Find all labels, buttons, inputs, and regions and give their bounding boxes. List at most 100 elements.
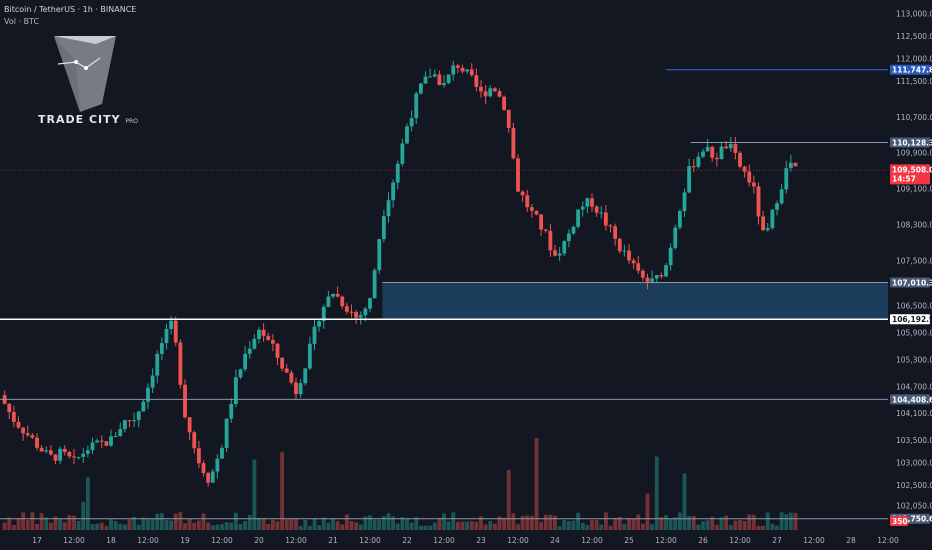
candle-body bbox=[557, 253, 562, 256]
candle-body bbox=[405, 126, 409, 144]
level-badge-label: 104,408.68 bbox=[892, 395, 932, 404]
candle-body bbox=[631, 260, 636, 264]
price-badges: 111,747.80 110,128.37 107,010.33 106,192.90… bbox=[890, 64, 932, 526]
volume-bar bbox=[733, 520, 738, 530]
candle-body bbox=[677, 211, 682, 228]
volume-bar bbox=[354, 522, 359, 530]
candle-body bbox=[210, 471, 215, 483]
candle-body bbox=[233, 377, 238, 405]
volume-indicator-label[interactable]: Vol · BTC bbox=[4, 17, 40, 26]
volume-bar bbox=[159, 513, 164, 530]
time-axis[interactable]: 17 12:00 18 12:00 19 12:00 20 12:00 21 12:00 22 12:… bbox=[32, 536, 899, 545]
volume-bar bbox=[409, 522, 414, 530]
candle-body bbox=[53, 454, 58, 461]
candle-body bbox=[465, 69, 470, 72]
candle-body bbox=[39, 447, 44, 452]
x-tick-label: 12:00 bbox=[359, 536, 381, 545]
candle-body bbox=[488, 88, 493, 97]
candle-body bbox=[317, 321, 322, 327]
candle-body bbox=[220, 447, 224, 459]
x-tick-label: 20 bbox=[254, 536, 264, 545]
volume-bar bbox=[400, 517, 405, 530]
volume-bar bbox=[247, 514, 252, 530]
x-tick-label: 22 bbox=[402, 536, 412, 545]
volume-bar bbox=[381, 516, 386, 530]
candle-body bbox=[67, 451, 72, 457]
candle-body bbox=[446, 74, 451, 84]
symbol-title[interactable]: Bitcoin / TetherUS · 1h · BINANCE bbox=[4, 5, 137, 14]
candle-body bbox=[76, 456, 81, 458]
candle-body bbox=[756, 186, 761, 217]
candle-body bbox=[576, 209, 581, 227]
candle-body bbox=[682, 192, 687, 212]
volume-bar bbox=[243, 521, 248, 530]
volume-bar bbox=[187, 518, 192, 530]
level-badge bbox=[890, 137, 930, 148]
candle-body bbox=[714, 157, 719, 160]
candle-body bbox=[414, 93, 419, 119]
volume-bar bbox=[326, 522, 331, 530]
x-tick-label: 21 bbox=[328, 536, 338, 545]
volume-bar bbox=[483, 524, 488, 530]
candle-body bbox=[622, 250, 627, 252]
volume-bar bbox=[539, 522, 544, 530]
candle-body bbox=[196, 448, 201, 464]
candle-body bbox=[7, 403, 12, 413]
volume-bar bbox=[719, 517, 724, 530]
volume-bar bbox=[48, 522, 53, 530]
volume-bar bbox=[25, 520, 30, 530]
candle-body bbox=[627, 250, 631, 261]
candle-body bbox=[571, 226, 576, 234]
volume-bar bbox=[275, 521, 280, 530]
level-badge-label: 106,192.90 bbox=[892, 315, 932, 324]
x-tick-label: 17 bbox=[32, 536, 42, 545]
candle-body bbox=[386, 200, 391, 217]
level-badge bbox=[890, 394, 930, 405]
volume-bar bbox=[109, 519, 113, 530]
volume-bar bbox=[192, 522, 197, 530]
volume-bar bbox=[395, 523, 400, 530]
volume-bar bbox=[640, 523, 645, 530]
volume-bar bbox=[553, 515, 557, 530]
volume-bar bbox=[344, 514, 349, 530]
volume-badge bbox=[890, 516, 908, 526]
candle-body bbox=[280, 357, 285, 369]
candle-body bbox=[109, 436, 113, 446]
volume-bar bbox=[497, 516, 502, 530]
volume-bar bbox=[446, 521, 451, 530]
candle-body bbox=[793, 162, 798, 167]
candle-body bbox=[201, 463, 206, 474]
candle-body bbox=[150, 375, 155, 388]
candle-body bbox=[118, 429, 123, 437]
volume-bar bbox=[590, 519, 594, 530]
volume-bar bbox=[511, 513, 516, 530]
volume-bar bbox=[224, 522, 229, 530]
volume-bar bbox=[284, 519, 289, 530]
level-badge-label: 110,128.37 bbox=[892, 138, 932, 147]
volume-bar bbox=[525, 515, 530, 530]
price-axis[interactable]: 113,000.00 112,500.00 112,000.00 111,500.00… bbox=[896, 9, 932, 510]
candle-body bbox=[215, 458, 220, 472]
candle-body bbox=[391, 182, 396, 201]
support-zone-layer bbox=[382, 282, 888, 320]
candle-body bbox=[562, 241, 567, 254]
volume-bar bbox=[377, 519, 382, 530]
candle-body bbox=[247, 348, 252, 354]
volume-bar bbox=[201, 513, 206, 530]
volume-bar bbox=[659, 517, 664, 530]
candle-body bbox=[668, 247, 673, 266]
x-tick-label: 12:00 bbox=[803, 536, 825, 545]
volume-bar bbox=[280, 452, 285, 530]
candle-body bbox=[497, 91, 502, 97]
candle-body bbox=[608, 225, 613, 227]
candle-body bbox=[344, 306, 349, 312]
volume-bar bbox=[16, 518, 21, 530]
volume-bar bbox=[150, 519, 155, 530]
volume-bar bbox=[469, 521, 474, 530]
volume-bar bbox=[220, 524, 224, 530]
volume-bar bbox=[455, 521, 460, 530]
y-tick-label: 106,500.00 bbox=[896, 301, 932, 310]
volume-bar bbox=[516, 524, 520, 530]
candle-body bbox=[645, 277, 650, 282]
